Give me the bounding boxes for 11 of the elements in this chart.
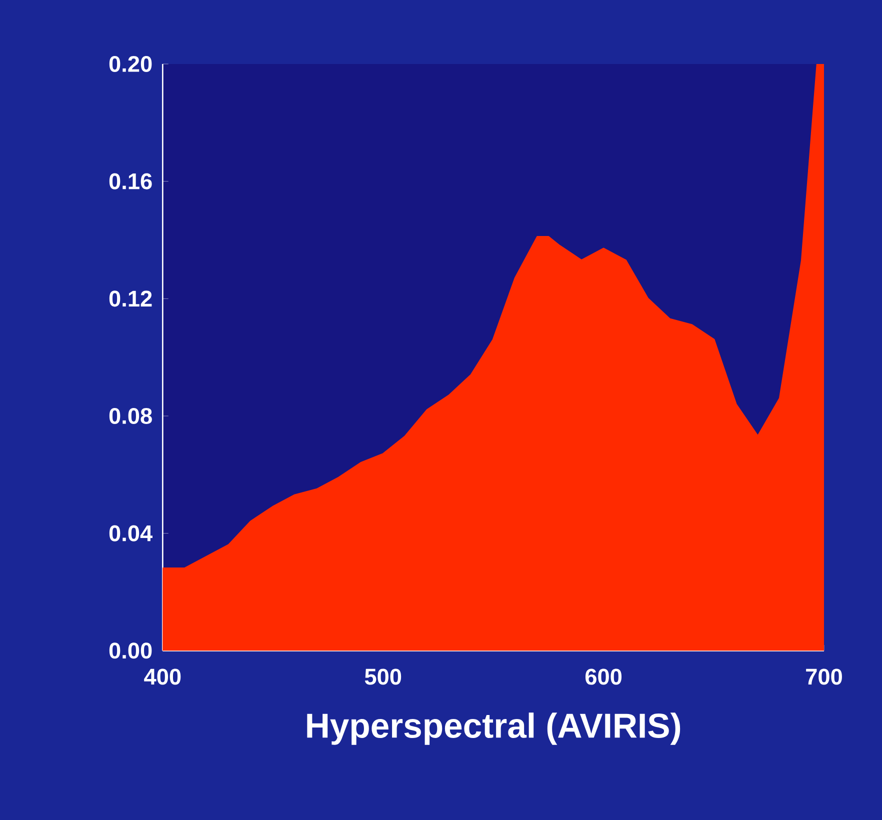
y-tick-label: 0.16 <box>109 173 152 190</box>
y-tick-label: 0.00 <box>109 642 152 659</box>
x-axis-title: Hyperspectral (AVIRIS) <box>307 712 680 745</box>
y-tick-label: 0.04 <box>109 525 152 542</box>
x-tick-label: 400 <box>144 668 181 685</box>
x-tick-label: 700 <box>806 668 842 685</box>
x-tick-label: 600 <box>585 668 622 685</box>
y-tick-label: 0.12 <box>109 290 152 307</box>
y-tick-label: 0.20 <box>109 56 152 72</box>
y-tick-label: 0.08 <box>109 408 152 424</box>
x-tick-label: 500 <box>364 668 402 685</box>
